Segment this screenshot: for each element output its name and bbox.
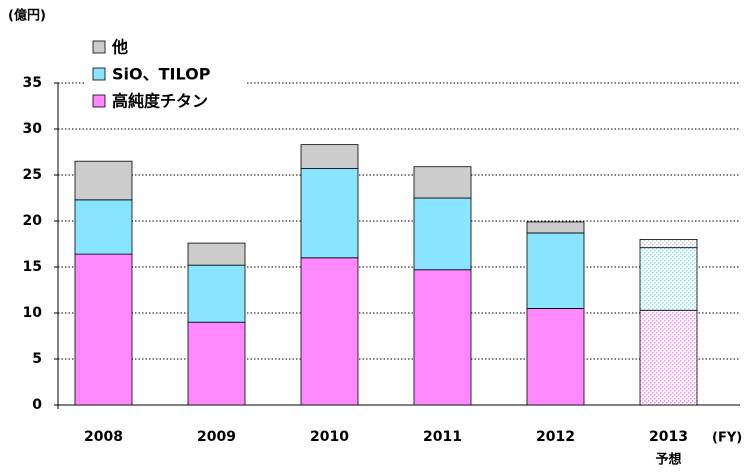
bar-segment: [526, 232, 585, 309]
bar-segment: [639, 238, 698, 249]
bar-segment: [639, 309, 698, 406]
bar-segment: [526, 307, 585, 406]
y-tick-label: 20: [23, 213, 43, 229]
y-tick-label: 30: [23, 121, 43, 137]
legend-swatch: [92, 94, 106, 108]
bar-segment: [413, 269, 472, 406]
y-tick-label: 25: [23, 167, 42, 183]
x-tick-label: 2009: [197, 429, 236, 445]
bar-segment: [187, 242, 246, 266]
bar-segment: [300, 168, 359, 259]
y-tick-label: 15: [23, 259, 42, 275]
y-tick-label: 5: [32, 351, 42, 367]
bar-segment: [300, 144, 359, 169]
x-tick-label: 2011: [423, 429, 462, 445]
bar-segment: [413, 166, 472, 199]
y-tick-label: 10: [23, 305, 43, 321]
y-unit-label: (億円): [8, 8, 46, 24]
bar-segment: [300, 257, 359, 406]
x-tick-label: 2010: [310, 429, 349, 445]
legend-bg: [86, 33, 246, 113]
legend-label: SiO、TILOP: [112, 65, 211, 84]
bar-segment: [74, 253, 133, 406]
legend-label: 他: [111, 38, 128, 57]
x-tick-label: 2012: [536, 429, 575, 445]
annotation: 予想: [655, 452, 681, 468]
legend-swatch: [92, 40, 106, 54]
bar-segment: [187, 264, 246, 323]
bar-segment: [639, 247, 698, 311]
x-unit-label: (FY): [712, 431, 742, 446]
legend-swatch: [92, 67, 106, 81]
x-tick-label: 2008: [84, 429, 123, 445]
bar-segment: [526, 221, 585, 234]
bar-segment: [187, 321, 246, 406]
bar-segment: [74, 199, 133, 255]
y-tick-label: 35: [23, 75, 42, 91]
legend-label: 高純度チタン: [112, 92, 208, 111]
y-tick-label: 0: [32, 397, 42, 413]
bar-segment: [413, 197, 472, 271]
x-tick-label: 2013: [649, 429, 688, 445]
bar-segment: [74, 160, 133, 201]
